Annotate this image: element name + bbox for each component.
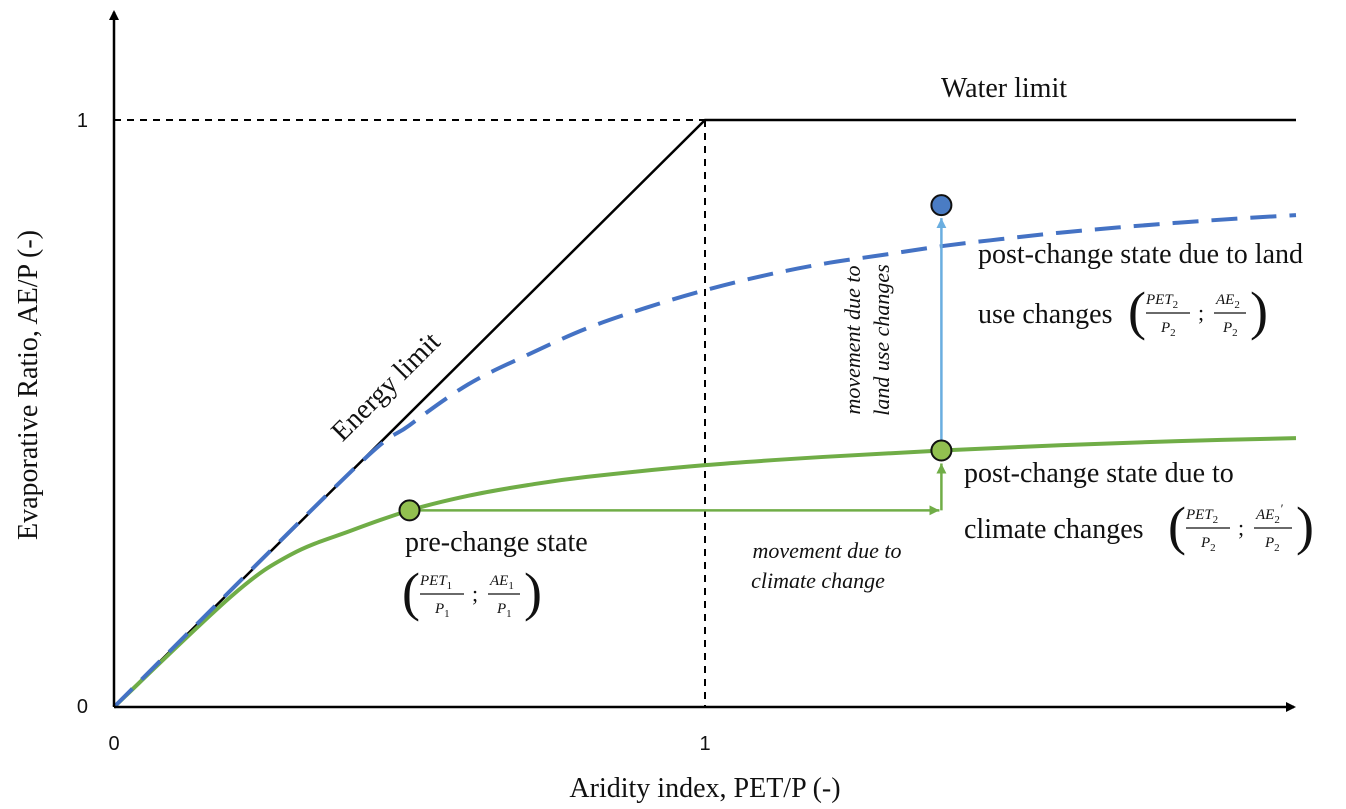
formula-p-denominator: P2 xyxy=(1264,535,1280,554)
post-climate-formula: ( PET2 P2 ; AE2′ P2 ) xyxy=(1168,496,1314,556)
close-paren: ) xyxy=(1250,281,1268,341)
close-paren: ) xyxy=(524,562,542,622)
formula-separator: ; xyxy=(1198,300,1204,325)
formula-p-denominator: P2 xyxy=(1222,320,1238,339)
formula-p-denominator: P2 xyxy=(1160,320,1176,339)
post-land-use-change-point xyxy=(930,194,953,217)
water-limit-label: Water limit xyxy=(941,73,1067,104)
open-paren: ( xyxy=(402,562,420,622)
x-tick-1: 1 xyxy=(699,733,710,755)
energy-limit-label: Energy limit xyxy=(325,326,446,447)
formula-pet-numerator: PET1 xyxy=(419,573,452,592)
post-land-label-2: use changes xyxy=(978,299,1113,330)
post-climate-change-point xyxy=(930,439,953,462)
formula-p-denominator: P1 xyxy=(434,601,450,620)
x-tick-0: 0 xyxy=(108,733,119,755)
movement-climate-label-2: climate change xyxy=(751,568,885,593)
formula-ae-numerator: AE2 xyxy=(1215,292,1240,311)
post-land-formula: ( PET2 P2 ; AE2 P2 ) xyxy=(1128,281,1268,341)
formula-p-denominator: P1 xyxy=(496,601,512,620)
formula-ae-numerator: AE2′ xyxy=(1255,501,1283,526)
close-paren: ) xyxy=(1296,496,1314,556)
formula-pet-numerator: PET2 xyxy=(1145,292,1178,311)
y-tick-0: 0 xyxy=(77,696,88,718)
series-layer xyxy=(112,118,1297,709)
open-paren: ( xyxy=(1128,281,1146,341)
pre-change-formula: ( PET1 P1 ; AE1 P1 ) xyxy=(402,562,542,622)
post-land-use-curve xyxy=(112,213,1297,709)
pre-change-label: pre-change state xyxy=(405,527,588,558)
post-land-label-1: post-change state due to land xyxy=(978,239,1303,270)
x-axis-label: Aridity index, PET/P (-) xyxy=(569,773,840,804)
movement-climate-label-1: movement due to xyxy=(752,538,901,563)
pre-change-curve xyxy=(112,436,1297,709)
open-paren: ( xyxy=(1168,496,1186,556)
post-climate-label-2: climate changes xyxy=(964,514,1144,545)
formula-p-denominator: P2 xyxy=(1200,535,1216,554)
pre-change-point xyxy=(398,499,421,522)
formula-separator: ; xyxy=(472,581,478,606)
post-climate-label-1: post-change state due to xyxy=(964,458,1234,489)
movement-land-use-label-1: movement due to xyxy=(840,265,865,414)
movement-land-use-label-2: land use changes xyxy=(869,264,894,416)
y-axis-label: Evaporative Ratio, AE/P (-) xyxy=(13,230,44,540)
y-tick-1: 1 xyxy=(77,110,88,132)
formula-pet-numerator: PET2 xyxy=(1185,507,1218,526)
formula-ae-numerator: AE1 xyxy=(489,573,514,592)
formula-separator: ; xyxy=(1238,515,1244,540)
